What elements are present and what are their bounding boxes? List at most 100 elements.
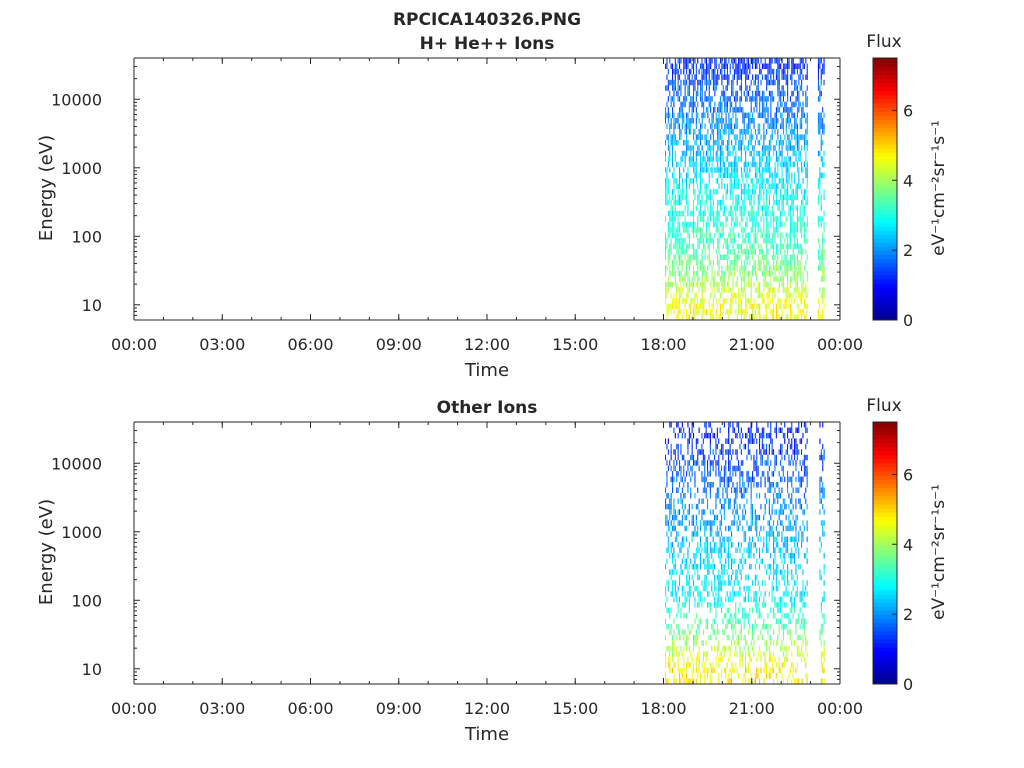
flux-cell: [687, 580, 689, 586]
flux-cell: [669, 607, 671, 614]
flux-cell: [721, 139, 723, 146]
flux-cell: [745, 254, 747, 260]
flux-cell: [673, 221, 675, 228]
flux-cell: [823, 249, 825, 255]
flux-cell: [673, 139, 675, 146]
flux-cell: [745, 112, 747, 119]
flux-cell: [747, 210, 749, 217]
flux-cell: [725, 438, 727, 444]
flux-cell: [674, 465, 676, 472]
flux-cell: [796, 63, 798, 69]
flux-cell: [743, 265, 745, 271]
flux-cell: [795, 221, 797, 228]
flux-cell: [691, 161, 693, 168]
flux-cell: [722, 563, 724, 570]
flux-cell: [715, 79, 717, 86]
flux-cell: [763, 536, 765, 543]
flux-cell: [773, 667, 775, 674]
y-tick-label: 100: [71, 227, 102, 246]
flux-cell: [722, 199, 724, 206]
flux-cell: [705, 167, 707, 173]
flux-cell: [698, 287, 700, 293]
flux-cell: [667, 309, 669, 315]
flux-cell: [753, 260, 755, 266]
flux-cell: [726, 536, 728, 543]
flux-cell: [799, 205, 801, 211]
flux-cell: [681, 585, 683, 592]
flux-cell: [707, 465, 709, 472]
flux-cell: [683, 471, 685, 477]
flux-cell: [669, 645, 671, 652]
flux-cell: [697, 667, 699, 674]
flux-cell: [717, 270, 719, 277]
flux-cell: [679, 465, 681, 472]
flux-cell: [754, 432, 756, 439]
flux-cell: [723, 482, 725, 488]
flux-cell: [731, 673, 733, 679]
flux-cell: [701, 216, 703, 222]
flux-cell: [785, 243, 787, 250]
flux-cell: [738, 460, 740, 466]
flux-cell: [771, 591, 773, 597]
flux-cell: [679, 634, 681, 641]
flux-cell: [794, 640, 796, 646]
flux-cell: [672, 216, 674, 222]
flux-cell: [711, 645, 713, 652]
flux-cell: [729, 460, 731, 466]
colorbar-swatch: [873, 221, 897, 227]
flux-cell: [774, 254, 776, 260]
flux-cell: [665, 662, 667, 668]
flux-cell: [738, 591, 740, 597]
flux-cell: [780, 221, 782, 228]
flux-cell: [732, 216, 734, 222]
flux-cell: [761, 432, 763, 439]
flux-cell: [742, 292, 744, 299]
flux-cell: [739, 618, 741, 624]
flux-cell: [774, 178, 776, 184]
flux-cell: [715, 471, 717, 477]
flux-cell: [704, 525, 706, 532]
flux-cell: [718, 454, 720, 461]
flux-cell: [770, 651, 772, 657]
flux-cell: [670, 210, 672, 217]
flux-cell: [669, 651, 671, 657]
flux-cell: [749, 607, 751, 614]
flux-cell: [717, 107, 719, 113]
flux-cell: [684, 238, 686, 244]
flux-cell: [691, 427, 693, 433]
flux-cell: [742, 482, 744, 488]
flux-cell: [794, 221, 796, 228]
flux-cell: [690, 96, 692, 102]
flux-cell: [726, 493, 728, 499]
flux-cell: [743, 314, 745, 320]
flux-cell: [802, 536, 804, 543]
flux-cell: [775, 123, 777, 129]
flux-cell: [672, 667, 674, 674]
flux-cell: [701, 292, 703, 299]
flux-cell: [777, 156, 779, 162]
flux-cell: [760, 183, 762, 189]
flux-cell: [674, 254, 676, 260]
flux-cell: [759, 107, 761, 113]
flux-cell: [697, 101, 699, 108]
flux-cell: [802, 432, 804, 439]
flux-cell: [670, 629, 672, 635]
flux-cell: [798, 498, 800, 504]
flux-cell: [677, 238, 679, 244]
flux-cell: [806, 172, 808, 179]
flux-cell: [725, 613, 727, 619]
flux-cell: [778, 145, 780, 151]
flux-cell: [760, 161, 762, 168]
flux-cell: [764, 476, 766, 483]
flux-cell: [775, 640, 777, 646]
flux-cell: [792, 503, 794, 510]
flux-cell: [732, 243, 734, 250]
flux-cell: [670, 498, 672, 504]
flux-cell: [690, 651, 692, 657]
flux-cell: [761, 460, 763, 466]
flux-cell: [750, 101, 752, 108]
flux-cell: [731, 101, 733, 108]
flux-cell: [740, 298, 742, 304]
flux-cell: [673, 270, 675, 277]
flux-cell: [803, 314, 805, 320]
